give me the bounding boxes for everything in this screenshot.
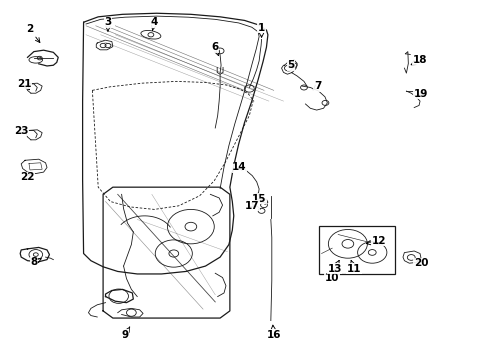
Text: 6: 6 bbox=[211, 42, 219, 55]
Text: 16: 16 bbox=[266, 325, 281, 340]
Text: 18: 18 bbox=[410, 55, 427, 65]
Text: 20: 20 bbox=[413, 258, 427, 268]
Text: 14: 14 bbox=[232, 162, 246, 172]
Text: 22: 22 bbox=[20, 172, 35, 182]
Text: 1: 1 bbox=[257, 23, 264, 37]
Text: 12: 12 bbox=[366, 236, 385, 246]
Text: 11: 11 bbox=[346, 260, 361, 274]
Text: 10: 10 bbox=[325, 269, 339, 283]
Text: 21: 21 bbox=[17, 79, 31, 90]
Text: 23: 23 bbox=[14, 126, 28, 135]
Text: 4: 4 bbox=[150, 17, 158, 31]
Text: 13: 13 bbox=[327, 260, 341, 274]
Text: 5: 5 bbox=[286, 60, 294, 70]
Text: 8: 8 bbox=[30, 257, 41, 267]
Text: 9: 9 bbox=[121, 327, 129, 340]
Text: 7: 7 bbox=[313, 81, 321, 91]
Text: 2: 2 bbox=[26, 24, 40, 42]
Text: 3: 3 bbox=[104, 17, 111, 31]
Text: 17: 17 bbox=[244, 201, 259, 211]
Bar bbox=[318, 226, 394, 274]
Text: 15: 15 bbox=[251, 194, 266, 204]
Text: 19: 19 bbox=[413, 89, 427, 99]
